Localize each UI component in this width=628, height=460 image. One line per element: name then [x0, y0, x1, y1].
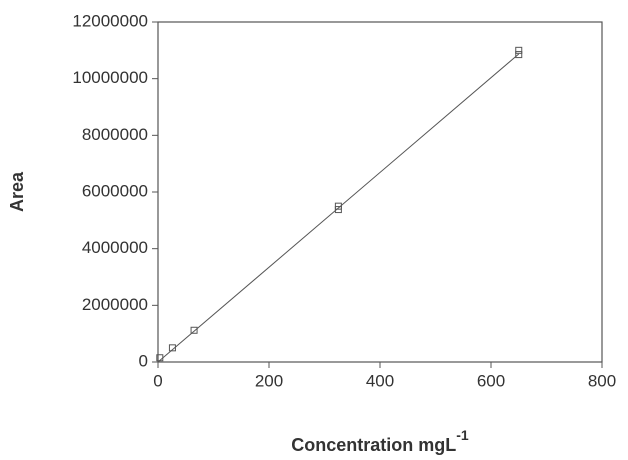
- x-tick-label: 600: [477, 371, 505, 390]
- plot-frame: [157, 21, 603, 363]
- point: [334, 206, 342, 214]
- point: [168, 344, 176, 352]
- x-tick-label: 400: [366, 371, 394, 390]
- fit-line: [157, 53, 520, 363]
- y-tick-label: 2000000: [82, 295, 148, 314]
- x-tick-label: 0: [153, 371, 162, 390]
- x-tick-label: 200: [255, 371, 283, 390]
- y-tick-label: 6000000: [82, 181, 148, 200]
- point: [515, 46, 523, 54]
- y-tick-label: 4000000: [82, 238, 148, 257]
- y-tick-label: 10000000: [72, 68, 148, 87]
- x-axis-label: Concentration mgL-1: [291, 427, 469, 455]
- x-axis-label-superscript: -1: [456, 427, 469, 443]
- point: [156, 354, 164, 362]
- x-axis-label-main: Concentration mgL: [291, 435, 456, 455]
- point: [190, 326, 198, 334]
- x-tick-label: 800: [588, 371, 616, 390]
- point: [515, 51, 523, 59]
- y-axis-label: Area: [7, 171, 27, 212]
- y-tick-label: 0: [139, 351, 148, 370]
- y-tick-label: 12000000: [72, 11, 148, 30]
- y-tick-label: 8000000: [82, 125, 148, 144]
